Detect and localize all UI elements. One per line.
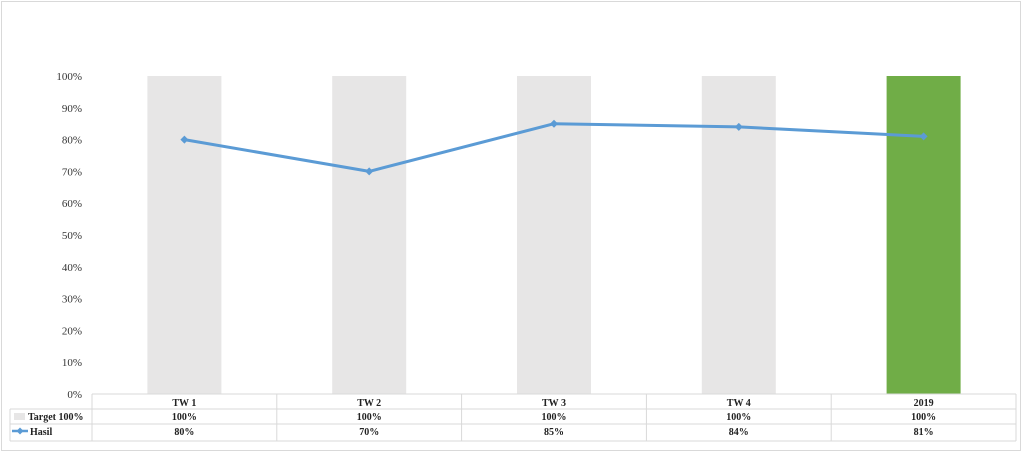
hasil-point: [919, 132, 928, 141]
category-label: TW 3: [542, 398, 566, 409]
y-tick-label: 90%: [62, 103, 82, 115]
hasil-value: 81%: [914, 427, 934, 438]
data-table: TW 1 TW 2 TW 3 TW 4 2019 Target 100% Hasil 100%…: [9, 393, 1017, 442]
y-tick-label: 80%: [62, 135, 82, 147]
category-label: TW 1: [172, 398, 196, 409]
hasil-point: [734, 122, 743, 131]
y-tick-label: 20%: [62, 325, 82, 337]
hasil-point: [550, 119, 558, 128]
y-tick-label: 60%: [62, 198, 82, 210]
category-label: TW 2: [357, 398, 381, 409]
category-label: TW 4: [727, 398, 751, 409]
category-label: 2019: [914, 398, 934, 409]
hasil-value: 70%: [359, 427, 379, 438]
hasil-point: [365, 167, 374, 176]
y-tick-label: 10%: [62, 357, 82, 369]
target-value: 100%: [911, 412, 936, 423]
bar-tw-1: [147, 76, 222, 394]
target-value: 100%: [357, 412, 382, 423]
y-tick-label: 100%: [56, 71, 82, 83]
y-tick-label: 40%: [62, 262, 82, 274]
legend-key-target: [14, 413, 25, 420]
legend-label-hasil: Hasil: [30, 427, 52, 438]
target-value: 100%: [726, 412, 751, 423]
target-value: 100%: [172, 412, 197, 423]
y-tick-label: 0%: [67, 389, 82, 401]
bar-2019: [886, 76, 961, 394]
hasil-value: 80%: [174, 427, 194, 438]
target-value: 100%: [542, 412, 567, 423]
hasil-point: [180, 135, 189, 144]
hasil-value: 84%: [729, 427, 749, 438]
hasil-value: 85%: [544, 427, 564, 438]
legend-label-target: Target 100%: [28, 412, 83, 423]
y-tick-label: 70%: [62, 166, 82, 178]
line-layer: [180, 119, 928, 176]
axis-layer: 0% 10% 20% 30% 40% 50% 60% 70% 80% 90% 100%: [56, 71, 82, 401]
legend-key-hasil-marker: [16, 427, 24, 435]
bar-tw-2: [332, 76, 407, 394]
y-tick-label: 30%: [62, 294, 82, 306]
y-tick-label: 50%: [62, 230, 82, 242]
